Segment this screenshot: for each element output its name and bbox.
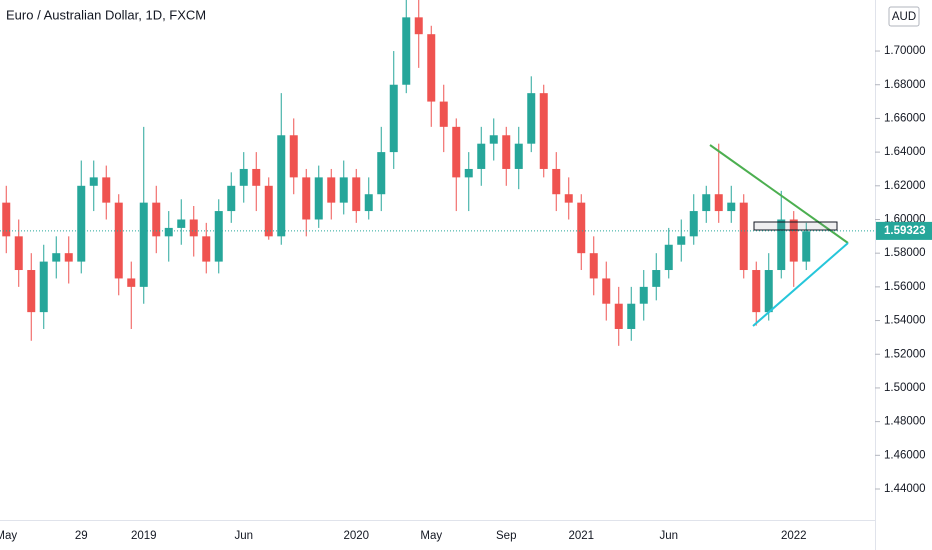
- x-tick-label: 2019: [131, 530, 157, 542]
- y-tick-label: 1.64000: [884, 146, 926, 158]
- x-tick-label: 2020: [343, 530, 369, 542]
- currency-badge[interactable]: [888, 6, 920, 27]
- candle-body: [602, 278, 611, 304]
- candle-body: [627, 303, 636, 329]
- currency-label: AUD: [892, 11, 916, 23]
- y-tick-label: 1.70000: [884, 45, 926, 57]
- x-tick-label: 29: [75, 530, 88, 542]
- candle-body: [764, 270, 773, 313]
- candle-body: [414, 17, 423, 35]
- candle-body: [527, 93, 536, 144]
- candle-body: [802, 231, 811, 262]
- candle-body: [64, 253, 73, 262]
- x-tick-label: May: [0, 530, 17, 542]
- candle-body: [614, 303, 623, 329]
- candle-body: [589, 253, 598, 279]
- candle-body: [139, 202, 148, 287]
- candle-body: [264, 185, 273, 237]
- resistance-box: [753, 221, 838, 231]
- y-tick-label: 1.48000: [884, 416, 926, 428]
- candle-body: [214, 211, 223, 262]
- candle-body: [114, 202, 123, 279]
- candle-body: [689, 211, 698, 237]
- y-tick-label: 1.52000: [884, 348, 926, 360]
- candle-body: [52, 253, 61, 262]
- candle-body: [639, 286, 648, 304]
- candle-body: [652, 270, 661, 287]
- y-tick-label: 1.44000: [884, 483, 926, 495]
- candle-body: [277, 135, 286, 237]
- candle-body: [714, 194, 723, 212]
- x-tick-label: 2022: [781, 530, 807, 542]
- candle-body: [339, 177, 348, 203]
- candle-body: [2, 202, 11, 237]
- candle-body: [239, 168, 248, 186]
- y-tick-label: 1.68000: [884, 79, 926, 91]
- candle-body: [539, 93, 548, 169]
- candle-body: [252, 168, 261, 186]
- candle-body: [127, 278, 136, 287]
- lower-trend-line: [752, 242, 849, 327]
- candle-body: [752, 270, 761, 313]
- x-tick-label: Jun: [659, 530, 678, 542]
- candle-body: [364, 194, 373, 212]
- y-tick-label: 1.50000: [884, 382, 926, 394]
- candle-body: [402, 17, 411, 85]
- candle-body: [577, 202, 586, 254]
- y-tick-label: 1.56000: [884, 281, 926, 293]
- candle-body: [789, 219, 798, 262]
- plot-area: [2, 0, 811, 346]
- candle-body: [439, 101, 448, 127]
- candle-body: [27, 270, 36, 313]
- candle-body: [702, 194, 711, 212]
- candle-body: [302, 177, 311, 220]
- last-price-label: 1.59323: [884, 225, 926, 237]
- candle-body: [352, 177, 361, 212]
- candle-body: [189, 219, 198, 237]
- candle-body: [289, 135, 298, 178]
- candle-body: [327, 177, 336, 203]
- candle-body: [227, 185, 236, 212]
- candle-body: [489, 135, 498, 144]
- y-tick-label: 1.62000: [884, 180, 926, 192]
- candle-body: [102, 177, 111, 203]
- y-tick-label: 1.46000: [884, 449, 926, 461]
- x-tick-label: May: [420, 530, 442, 542]
- candle-body: [39, 261, 48, 313]
- candle-body: [564, 194, 573, 203]
- candle-body: [727, 202, 736, 212]
- candle-body: [177, 219, 186, 228]
- candle-body: [89, 177, 98, 186]
- candle-body: [377, 152, 386, 195]
- candle-body: [739, 202, 748, 271]
- candle-body: [464, 168, 473, 178]
- candle-body: [777, 219, 786, 271]
- y-tick-label: 1.58000: [884, 247, 926, 259]
- candle-body: [502, 135, 511, 169]
- candle-body: [164, 227, 173, 237]
- candle-body: [677, 236, 686, 245]
- candle-body: [664, 244, 673, 271]
- x-tick-label: Jun: [234, 530, 253, 542]
- chart-title: Euro / Australian Dollar, 1D, FXCM: [6, 7, 206, 22]
- x-tick-label: Sep: [496, 530, 516, 542]
- candle-body: [514, 143, 523, 169]
- y-tick-label: 1.66000: [884, 112, 926, 124]
- upper-trend-line: [709, 144, 849, 244]
- candle-body: [14, 236, 23, 271]
- y-tick-label: 1.54000: [884, 315, 926, 327]
- candle-body: [202, 236, 211, 262]
- last-price-badge: [876, 221, 932, 240]
- candle-body: [452, 126, 461, 178]
- candle-body: [314, 177, 323, 220]
- candle-body: [77, 185, 86, 262]
- candle-body: [152, 202, 161, 237]
- x-tick-label: 2021: [568, 530, 594, 542]
- candle-body: [477, 143, 486, 169]
- candle-body: [427, 34, 436, 102]
- candle-body: [552, 168, 561, 195]
- candle-body: [389, 84, 398, 153]
